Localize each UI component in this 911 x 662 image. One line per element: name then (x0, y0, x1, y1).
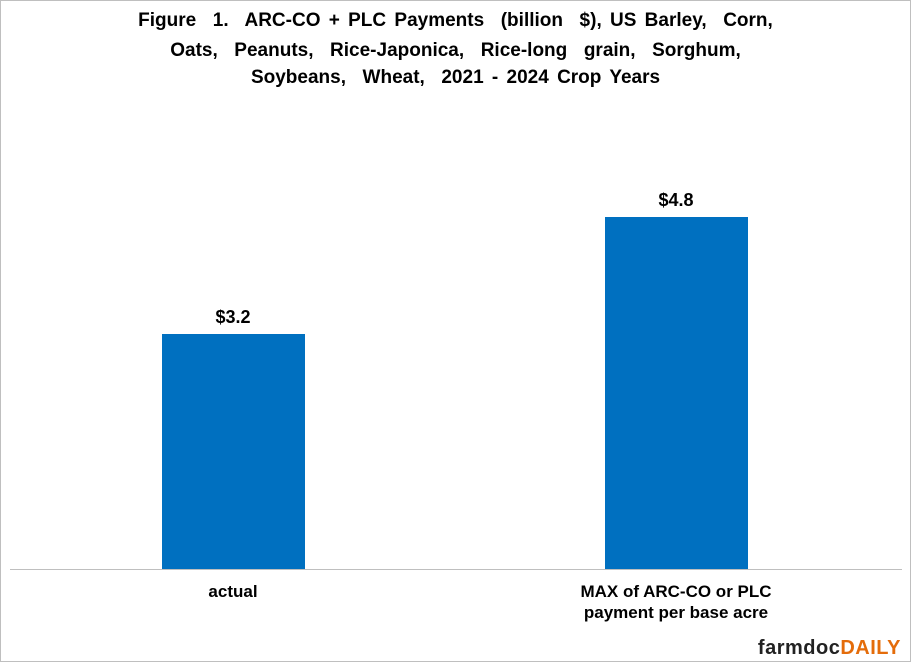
bar-1 (604, 217, 748, 569)
bar-0 (161, 334, 305, 569)
x-axis-line (10, 569, 902, 570)
chart-title-line-1: Figure 1. ARC-CO + PLC Payments (billion… (138, 10, 773, 31)
chart-title-line-2: Oats, Peanuts, Rice-Japonica, Rice-long … (170, 40, 741, 61)
category-label-line: actual (208, 582, 258, 601)
data-label-1: $4.8 (658, 190, 694, 211)
data-label-0: $3.2 (215, 307, 251, 328)
logo-text-daily: DAILY (840, 637, 901, 659)
farmdoc-daily-logo: farmdocDAILY (758, 637, 901, 660)
chart-title-line-3: Soybeans, Wheat, 2021 - 2024 Crop Years (250, 67, 661, 88)
category-label-line: MAX of ARC-CO or PLC (580, 582, 772, 601)
category-label-0: actual (83, 581, 383, 602)
category-label-1: MAX of ARC-CO or PLC payment per base acr… (526, 581, 826, 623)
logo-text-farmdoc: farmdoc (757, 637, 841, 659)
category-label-line: payment per base acre (583, 603, 769, 622)
